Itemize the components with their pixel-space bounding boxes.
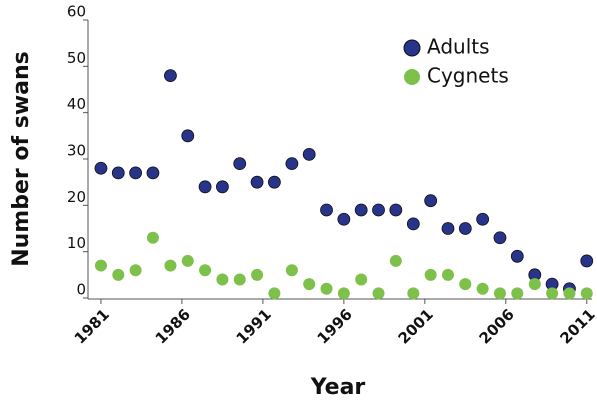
- point: [459, 278, 472, 291]
- point: [546, 287, 559, 300]
- point: [112, 268, 125, 281]
- point: [458, 222, 472, 235]
- point: [407, 287, 420, 300]
- x-tick-label: 1996: [314, 305, 356, 347]
- point: [129, 166, 143, 180]
- point: [268, 287, 281, 300]
- point: [181, 129, 195, 143]
- point: [164, 69, 177, 82]
- point: [441, 222, 455, 235]
- point: [94, 259, 107, 272]
- legend-label: Adults: [427, 35, 490, 59]
- point: [320, 203, 333, 217]
- y-tick-label: 60: [67, 3, 86, 21]
- y-tick-label: 30: [67, 142, 86, 160]
- point: [199, 264, 212, 277]
- y-tick-label: 0: [76, 281, 86, 299]
- point: [285, 157, 299, 171]
- point: [493, 231, 507, 245]
- point: [337, 287, 350, 300]
- point: [528, 278, 541, 291]
- y-tick-label: 20: [67, 188, 86, 206]
- x-tick-label: 2001: [395, 305, 437, 347]
- point: [302, 147, 316, 161]
- y-tick-label: 10: [67, 234, 86, 252]
- point: [389, 203, 403, 217]
- x-tick-label: 2006: [476, 305, 518, 347]
- point: [389, 254, 402, 267]
- point: [476, 282, 489, 295]
- point: [233, 273, 246, 286]
- legend-marker: [403, 39, 421, 57]
- point: [337, 212, 351, 226]
- legend-label: Cygnets: [427, 64, 509, 88]
- x-tick-label: 1986: [152, 305, 194, 347]
- x-tick-label: 2011: [557, 305, 597, 347]
- point: [354, 203, 368, 217]
- x-axis-title: Year: [310, 375, 366, 400]
- x-tick-label: 1981: [71, 305, 113, 347]
- point: [355, 273, 368, 286]
- point: [285, 264, 298, 277]
- point: [181, 254, 194, 267]
- point: [250, 175, 264, 189]
- point: [493, 287, 506, 300]
- point: [94, 161, 108, 175]
- point: [563, 287, 576, 300]
- point: [510, 249, 524, 263]
- y-tick-label: 50: [67, 49, 86, 67]
- point: [424, 194, 438, 208]
- point: [129, 264, 142, 277]
- point: [146, 231, 159, 244]
- y-tick-label: 40: [67, 95, 86, 113]
- point: [216, 273, 229, 286]
- point: [511, 287, 524, 300]
- point: [303, 278, 316, 291]
- point: [424, 268, 437, 281]
- point: [233, 157, 247, 171]
- point: [216, 180, 229, 194]
- point: [372, 203, 385, 217]
- point: [580, 254, 594, 268]
- point: [267, 175, 281, 189]
- point: [441, 268, 454, 281]
- point: [580, 287, 593, 300]
- point: [476, 212, 490, 226]
- y-axis-title: Number of swans: [9, 51, 34, 267]
- x-tick-label: 1991: [233, 305, 275, 347]
- point: [111, 166, 125, 180]
- legend-marker: [404, 69, 420, 85]
- point: [406, 217, 420, 231]
- point: [198, 180, 212, 194]
- point: [320, 282, 333, 295]
- point: [251, 268, 264, 281]
- point: [372, 287, 385, 300]
- point: [146, 166, 160, 180]
- point: [164, 259, 177, 272]
